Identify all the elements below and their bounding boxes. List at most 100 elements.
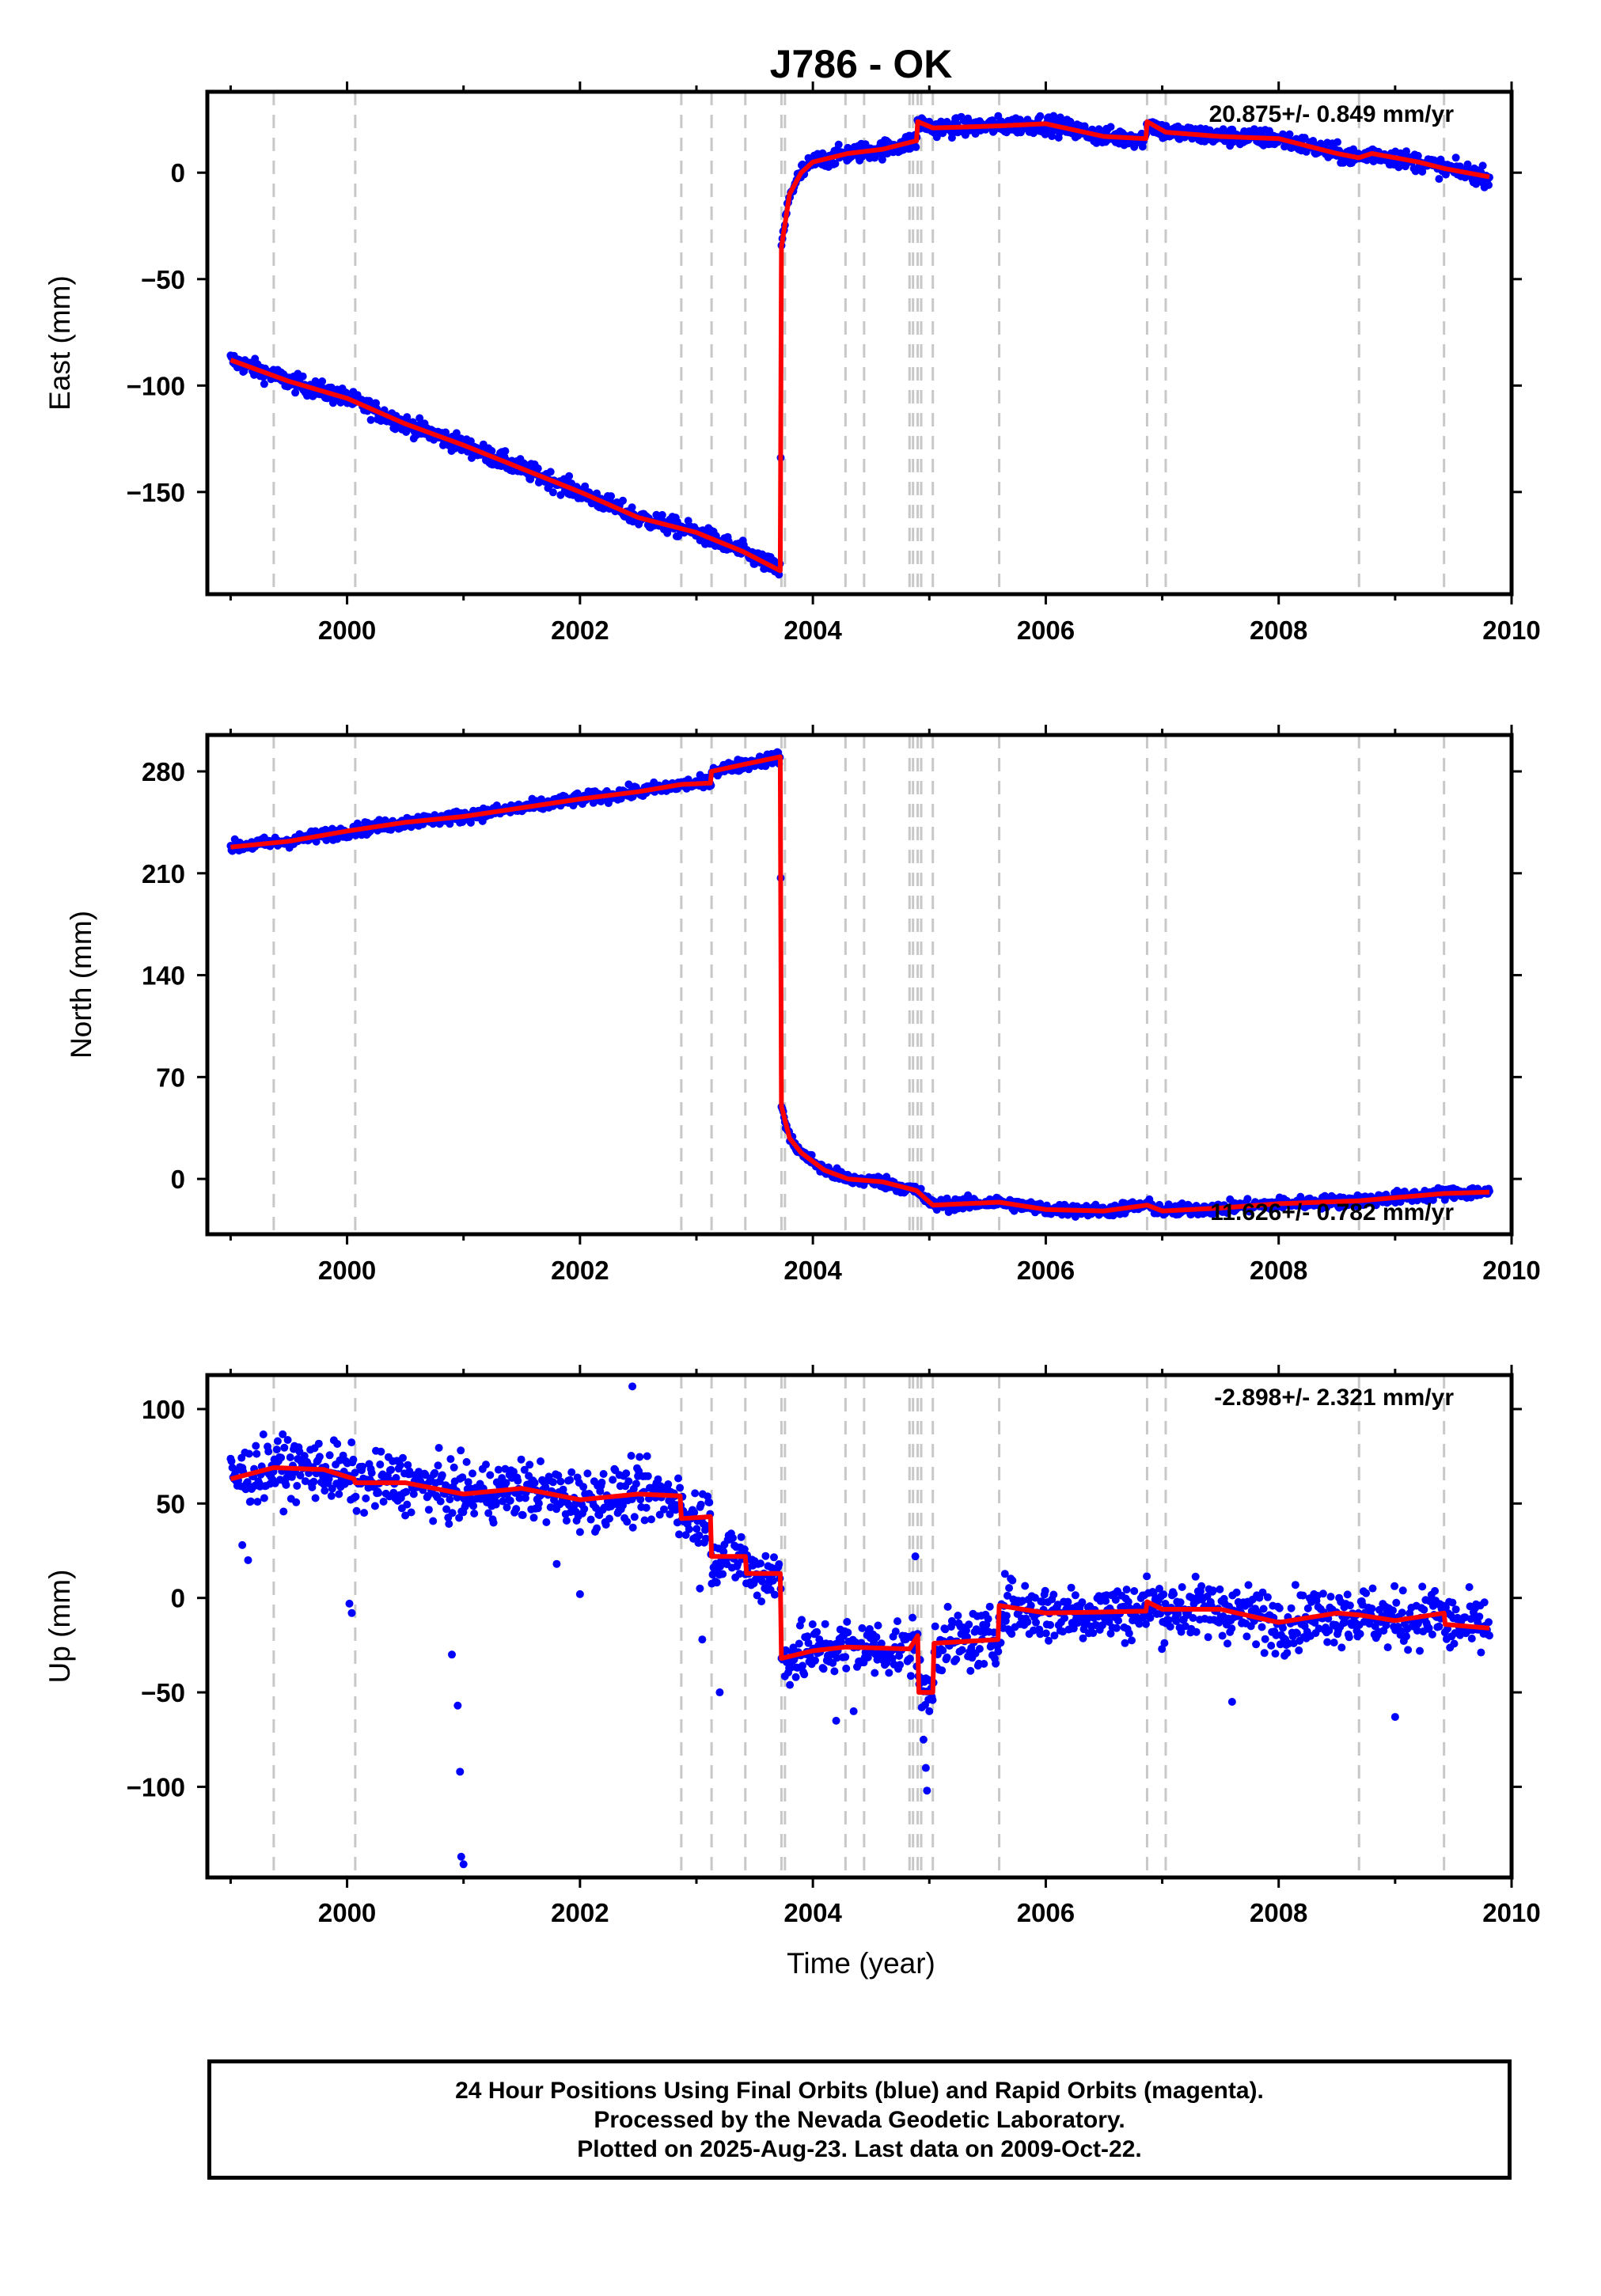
data-point [939, 1646, 947, 1654]
data-point [464, 1478, 472, 1487]
data-point [1475, 1612, 1484, 1621]
data-point [1008, 1576, 1017, 1585]
data-point [1279, 1623, 1287, 1632]
data-point [628, 503, 636, 512]
data-point [821, 1620, 829, 1628]
data-point [1122, 1586, 1131, 1594]
y-tick-label: 70 [156, 1063, 185, 1092]
data-point [1158, 1645, 1167, 1654]
data-point [1036, 1630, 1045, 1639]
data-point [445, 1520, 453, 1529]
data-point-outlier [456, 1767, 465, 1776]
data-point [952, 1655, 961, 1664]
data-point [601, 1521, 610, 1529]
data-point [1142, 1620, 1150, 1628]
data-point-outlier [552, 1559, 561, 1568]
data-point [1435, 1622, 1444, 1631]
data-point [298, 372, 307, 381]
data-point [1178, 1583, 1186, 1591]
data-point [925, 1707, 934, 1715]
data-point [458, 1473, 467, 1482]
data-point [787, 1663, 795, 1672]
data-point [335, 1490, 343, 1498]
data-point [1172, 1617, 1181, 1625]
data-point [1465, 1583, 1474, 1591]
data-point-outlier [448, 1650, 456, 1659]
data-point [272, 1445, 281, 1454]
data-point [1326, 1593, 1335, 1601]
x-tick-label: 2008 [1250, 1256, 1307, 1285]
x-tick-label: 2008 [1250, 616, 1307, 645]
data-point [1112, 1623, 1121, 1632]
y-tick-label: 100 [142, 1395, 185, 1424]
data-point [1472, 180, 1481, 188]
data-point-outlier [923, 1786, 931, 1795]
data-point [1315, 1624, 1323, 1633]
model-fit-line [230, 119, 1490, 574]
data-point [503, 1503, 511, 1512]
data-point [761, 762, 770, 771]
y-tick-label: 280 [142, 757, 185, 786]
data-point [1343, 1590, 1352, 1599]
data-point [800, 1670, 809, 1679]
panel-frame [205, 89, 1514, 597]
data-point-outlier [715, 1688, 724, 1697]
data-point [712, 1578, 721, 1587]
data-point-outlier [347, 1608, 356, 1617]
data-point [676, 1483, 685, 1492]
data-point [259, 1430, 267, 1438]
data-point [761, 1552, 770, 1560]
data-point [872, 1633, 881, 1642]
data-point [1413, 1627, 1421, 1635]
y-tick-label: −150 [127, 478, 185, 507]
data-point [352, 1506, 361, 1515]
data-point [455, 1514, 464, 1522]
data-point [407, 1508, 415, 1517]
data-point [349, 1455, 358, 1464]
data-point [293, 1482, 302, 1490]
data-point [1261, 1635, 1269, 1643]
data-point [452, 429, 461, 438]
data-point [1060, 1614, 1069, 1623]
data-point [245, 1449, 253, 1458]
data-point [1416, 1646, 1424, 1655]
y-tick-label: −50 [141, 265, 185, 294]
data-point [537, 1457, 544, 1465]
data-point [534, 1499, 543, 1508]
data-point [954, 1612, 962, 1620]
data-point [469, 1502, 478, 1510]
data-point [1160, 1639, 1169, 1647]
data-point [737, 1533, 745, 1541]
data-point [1463, 160, 1472, 169]
data-point [1218, 1631, 1227, 1640]
data-point [1069, 1624, 1078, 1633]
data-point [446, 1495, 454, 1504]
data-point [1041, 1629, 1050, 1638]
data-point [1404, 1646, 1413, 1654]
data-point [592, 1504, 600, 1512]
data-point [486, 1471, 495, 1480]
data-point [546, 468, 555, 476]
data-point [975, 1645, 984, 1653]
data-point-outlier [911, 1552, 920, 1561]
y-tick-label: 50 [156, 1489, 185, 1518]
data-point [579, 1483, 588, 1491]
data-point [1287, 1604, 1296, 1612]
data-point [1390, 1582, 1399, 1590]
data-point [586, 1515, 595, 1524]
data-point-outlier [459, 1860, 468, 1869]
data-point [593, 1524, 601, 1533]
data-point [619, 496, 627, 505]
data-point [1119, 1602, 1128, 1611]
data-point-outlier [453, 1701, 462, 1710]
data-point [1285, 130, 1294, 138]
data-point [786, 1680, 795, 1689]
data-point [1362, 1589, 1371, 1597]
data-point [607, 492, 616, 501]
data-point [1334, 138, 1341, 146]
data-point [515, 1494, 524, 1502]
data-point [654, 1475, 662, 1483]
